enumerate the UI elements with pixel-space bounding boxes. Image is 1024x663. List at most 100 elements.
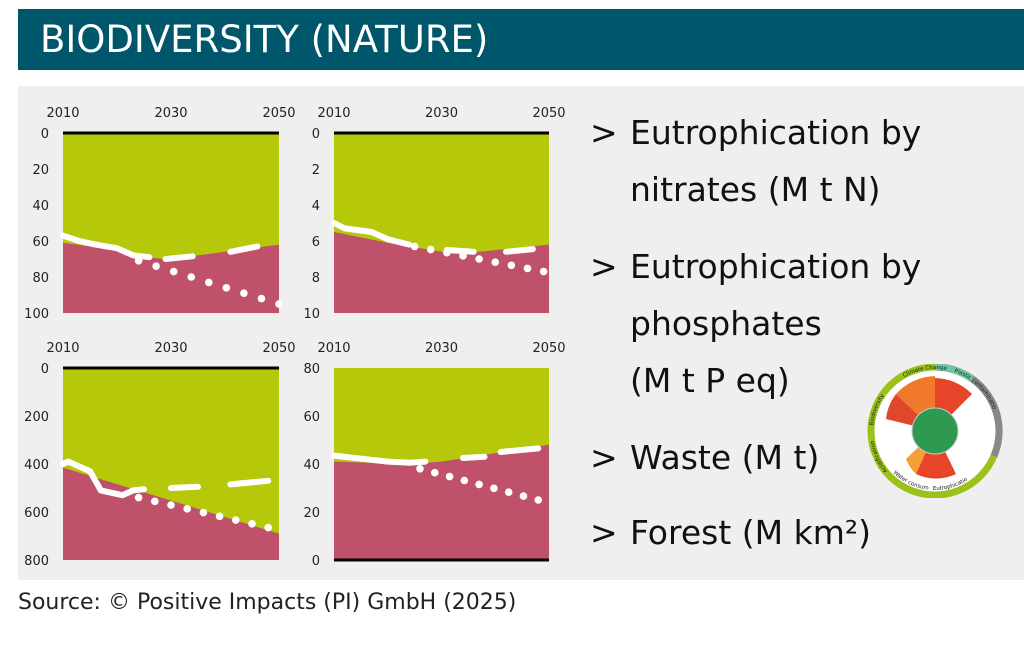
- trend-dot: [443, 248, 451, 257]
- x-tick-label: 2030: [154, 341, 187, 356]
- chart-2: 2010 2030 2050 0 2 4 6 8 10: [303, 106, 565, 322]
- target-dash: [460, 453, 488, 461]
- target-dash: [497, 445, 542, 455]
- historical-line: [331, 220, 413, 248]
- bullet-text: Eutrophication by: [630, 247, 922, 286]
- y-tick-label: 80: [303, 362, 320, 377]
- y-tick-label: 8: [312, 271, 320, 286]
- trend-dot: [187, 273, 196, 281]
- y-tick-label: 40: [303, 458, 320, 473]
- chart-1: 2010 2030 2050 0 20 40 60 80 100: [24, 106, 295, 322]
- trend-dot: [445, 472, 454, 481]
- y-tick-label: 800: [24, 554, 49, 569]
- bullet-phosphates: > Eutrophication by phosphates (M t P eq): [590, 238, 921, 409]
- x-tick-label: 2010: [46, 106, 79, 121]
- risk-zone-area: [334, 232, 549, 313]
- y-tick-label: 20: [303, 506, 320, 521]
- x-tick-label: 2010: [317, 341, 350, 356]
- trend-dot: [459, 252, 467, 260]
- target-dash: [227, 243, 261, 255]
- risk-zone-area: [63, 467, 279, 560]
- y-tick-label: 6: [312, 235, 320, 250]
- title-banner: BIODIVERSITY (NATURE): [18, 9, 1024, 70]
- x-tick-label: 2050: [262, 106, 295, 121]
- y-tick-label: 0: [312, 127, 320, 142]
- y-tick-label: 40: [32, 199, 49, 214]
- y-tick-label: 4: [312, 199, 320, 214]
- y-tick-label: 60: [32, 235, 49, 250]
- trend-dot: [504, 488, 513, 497]
- y-tick-label: 600: [24, 506, 49, 521]
- bullet-text: nitrates (M t N): [630, 170, 881, 209]
- x-tick-label: 2030: [154, 106, 187, 121]
- x-tick-label: 2010: [317, 106, 350, 121]
- target-dash: [503, 246, 536, 255]
- bullet-nitrates: > Eutrophication by nitrates (M t N): [590, 104, 921, 218]
- bullet-text: Eutrophication by: [630, 113, 922, 152]
- y-tick-label: 0: [41, 127, 49, 142]
- trend-dot: [167, 501, 175, 509]
- trend-dot: [460, 476, 469, 485]
- bullet-marker: >: [590, 247, 618, 286]
- target-dash: [168, 483, 201, 491]
- trend-dot: [199, 508, 208, 517]
- x-tick-label: 2030: [425, 106, 458, 121]
- trend-dot: [240, 289, 248, 298]
- trend-dot: [232, 516, 240, 524]
- source-caption: Source: © Positive Impacts (PI) GmbH (20…: [18, 590, 517, 615]
- y-tick-label: 400: [24, 458, 49, 473]
- trend-dot: [475, 480, 483, 489]
- x-tick-label: 2010: [46, 341, 79, 356]
- bullet-marker: >: [590, 438, 618, 477]
- y-tick-label: 100: [24, 307, 49, 322]
- trend-dot: [134, 493, 143, 502]
- trend-dot: [134, 257, 143, 265]
- trend-dot: [523, 264, 532, 273]
- trend-dot: [416, 465, 424, 473]
- trend-dot: [491, 258, 500, 266]
- historical-line: [331, 452, 429, 466]
- historical-line: [60, 232, 153, 261]
- trend-dot: [519, 492, 528, 500]
- risk-zone-area: [63, 242, 279, 313]
- target-dash: [162, 253, 196, 262]
- bullet-text: Forest (M km²): [630, 513, 871, 552]
- trend-dot: [490, 484, 498, 493]
- risk-zone-area: [334, 444, 549, 560]
- bullet-marker: >: [590, 513, 618, 552]
- x-tick-label: 2030: [425, 341, 458, 356]
- y-tick-label: 80: [32, 271, 49, 286]
- trend-dot: [426, 245, 435, 254]
- x-tick-label: 2050: [532, 106, 565, 121]
- x-tick-label: 2050: [532, 341, 565, 356]
- bullet-waste: > Waste (M t): [590, 429, 921, 486]
- planetary-boundaries-wheel-image: Biodiversity Climate Change Plastic cont…: [866, 364, 1003, 498]
- trend-dot: [248, 520, 256, 528]
- trend-dot: [205, 278, 213, 287]
- trend-dot: [257, 294, 266, 303]
- trend-dot: [222, 284, 231, 292]
- bullet-forest: > Forest (M km²): [590, 504, 921, 561]
- trend-dot: [151, 497, 159, 506]
- chart-4: 2010 2030 2050 0 20 40 60 80: [303, 341, 565, 569]
- y-tick-label: 200: [24, 410, 49, 425]
- y-tick-label: 0: [41, 362, 49, 377]
- trend-dot: [410, 242, 419, 251]
- target-dash: [227, 477, 272, 488]
- trend-dot: [507, 261, 516, 270]
- bullet-marker: >: [590, 113, 618, 152]
- trend-dot: [475, 255, 483, 263]
- historical-line: [60, 458, 147, 499]
- trend-dot: [430, 468, 439, 477]
- trend-dot: [152, 262, 160, 271]
- bullet-text: (M t P eq): [630, 361, 790, 400]
- trend-dot: [534, 496, 543, 504]
- trend-dot: [264, 523, 273, 532]
- bullet-text: Waste (M t): [630, 438, 820, 477]
- y-tick-label: 20: [32, 163, 49, 178]
- bullet-text: phosphates: [630, 304, 822, 343]
- chart-3: 2010 2030 2050 0 200 400 600 800: [24, 341, 295, 569]
- target-dash: [443, 247, 477, 255]
- indicator-list: > Eutrophication by nitrates (M t N) > Eutr…: [590, 104, 921, 561]
